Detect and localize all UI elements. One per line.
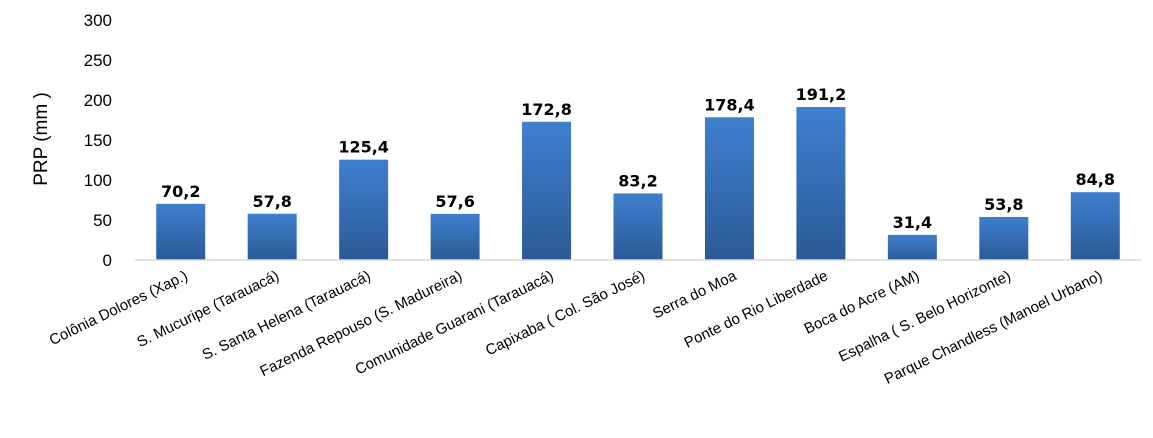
bar [613, 193, 663, 260]
data-label: 191,2 [796, 85, 847, 104]
y-tick-label: 150 [84, 131, 112, 150]
data-label: 178,4 [704, 95, 755, 114]
y-tick-label: 300 [84, 11, 112, 30]
data-label: 57,8 [252, 192, 291, 211]
y-tick-label: 100 [84, 171, 112, 190]
data-label: 125,4 [338, 138, 389, 157]
y-axis-label: PRP (mm ) [31, 92, 52, 186]
data-label: 70,2 [161, 182, 200, 201]
bar [339, 159, 389, 260]
bar [1070, 192, 1120, 260]
y-tick-label: 250 [84, 51, 112, 70]
bar [796, 107, 846, 260]
bar [247, 213, 297, 260]
bar [430, 213, 480, 260]
bar [522, 121, 572, 260]
data-label: 31,4 [893, 213, 932, 232]
bar [156, 203, 206, 260]
bar [887, 234, 937, 260]
y-tick-label: 50 [93, 211, 112, 230]
data-label: 57,6 [435, 192, 474, 211]
x-tick-label: Capixaba ( Col. São José) [483, 267, 648, 359]
data-label: 172,8 [521, 100, 572, 119]
bar [979, 216, 1029, 260]
y-tick-label: 0 [103, 251, 112, 270]
data-label: 83,2 [618, 171, 657, 190]
y-tick-label: 200 [84, 91, 112, 110]
x-tick-label: S. Santa Helena (Tarauacá) [200, 267, 374, 363]
data-label: 84,8 [1076, 170, 1115, 189]
data-label: 53,8 [984, 195, 1023, 214]
bar [704, 117, 754, 260]
